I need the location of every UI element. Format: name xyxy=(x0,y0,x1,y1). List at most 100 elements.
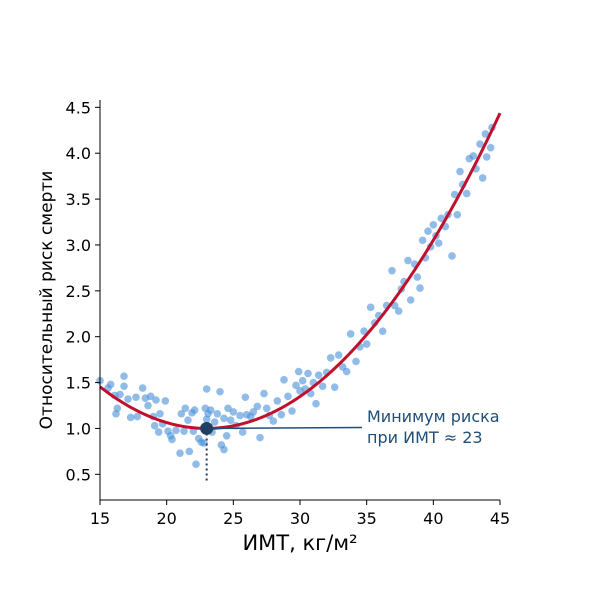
scatter-point xyxy=(346,330,355,338)
scatter-point xyxy=(106,380,115,389)
scatter-point xyxy=(294,367,303,376)
scatter-point xyxy=(352,357,360,366)
scatter-point xyxy=(200,439,208,447)
x-tick-label: 35 xyxy=(356,509,376,528)
scatter-point xyxy=(224,404,232,413)
scatter-point xyxy=(192,460,200,469)
x-tick-label: 45 xyxy=(490,509,510,528)
scatter-point xyxy=(304,369,312,378)
annotation-text: Минимум риска при ИМТ ≈ 23 xyxy=(367,407,505,447)
scatter-point xyxy=(273,397,282,405)
scatter-point xyxy=(206,406,215,414)
scatter-point xyxy=(181,404,190,413)
scatter-point xyxy=(126,413,135,422)
scatter-point xyxy=(481,130,490,138)
scatter-point xyxy=(238,428,247,436)
scatter-point xyxy=(216,387,224,396)
scatter-point xyxy=(330,383,339,391)
scatter-point xyxy=(478,174,487,182)
scatter-point xyxy=(434,239,443,247)
scatter-point xyxy=(177,409,186,418)
scatter-point xyxy=(113,404,122,413)
scatter-point xyxy=(314,371,323,380)
scatter-point xyxy=(342,367,351,376)
scatter-point xyxy=(222,431,231,440)
scatter-point xyxy=(116,390,124,399)
scatter-point xyxy=(220,414,228,423)
scatter-point xyxy=(180,427,188,435)
scatter-point xyxy=(176,449,184,458)
scatter-point xyxy=(256,433,264,442)
scatter-point xyxy=(144,401,152,410)
scatter-point xyxy=(226,416,235,424)
scatter-point xyxy=(249,408,258,416)
scatter-point xyxy=(262,404,271,413)
x-tick-label: 15 xyxy=(90,509,110,528)
scatter-point xyxy=(132,393,140,402)
scatter-point xyxy=(292,381,300,390)
scatter-point xyxy=(146,392,155,401)
scatter-point xyxy=(362,340,371,348)
scatter-point xyxy=(154,428,163,436)
scatter-point xyxy=(288,407,296,415)
scatter-point xyxy=(280,376,288,384)
annotation-arrow xyxy=(206,426,363,430)
x-tick-label: 40 xyxy=(423,509,443,528)
scatter-point xyxy=(284,392,292,401)
scatter-point xyxy=(156,409,164,418)
scatter-point xyxy=(416,284,424,292)
scatter-point xyxy=(476,140,484,148)
scatter-point xyxy=(437,214,446,223)
x-axis-label: ИМТ, кг/м² xyxy=(242,531,357,555)
scatter-point xyxy=(429,220,438,229)
scatter-point xyxy=(190,406,199,414)
scatter-point xyxy=(172,426,180,435)
scatter-point xyxy=(334,351,343,359)
scatter-point xyxy=(318,382,327,391)
x-tick-label: 25 xyxy=(223,509,243,528)
y-tick-label: 1.0 xyxy=(66,419,91,438)
scatter-point xyxy=(241,393,250,402)
scatter-point xyxy=(210,418,219,426)
scatter-point xyxy=(202,385,211,393)
scatter-point xyxy=(161,397,170,405)
scatter-point xyxy=(404,256,412,265)
scatter-point xyxy=(450,190,459,199)
y-axis-label: Относительный риск смерти xyxy=(37,171,57,430)
scatter-point xyxy=(413,273,422,281)
scatter-point xyxy=(418,236,427,245)
scatter-point xyxy=(229,408,238,416)
scatter-point xyxy=(120,382,128,391)
scatter-point xyxy=(424,227,432,235)
y-tick-label: 2.0 xyxy=(66,328,91,347)
annotation-line-1: Минимум риска xyxy=(367,407,500,426)
scatter-point xyxy=(456,167,464,176)
scatter-point xyxy=(394,307,403,315)
annotation-layer xyxy=(200,421,363,482)
scatter-point xyxy=(469,152,478,160)
scatter-point xyxy=(236,411,244,420)
scatter-point xyxy=(253,402,262,411)
scatter-point xyxy=(388,266,396,275)
y-tick-label: 0.5 xyxy=(66,465,91,484)
scatter-point xyxy=(120,372,128,380)
x-tick-label: 30 xyxy=(290,509,310,528)
annotation-line-2: при ИМТ ≈ 23 xyxy=(367,428,483,447)
y-tick-label: 1.5 xyxy=(66,374,91,393)
minimum-point-marker xyxy=(200,421,214,435)
scatter-point xyxy=(213,409,222,418)
scatter-point xyxy=(220,445,228,454)
scatter-points xyxy=(96,123,496,469)
fit-curve-layer xyxy=(99,112,502,430)
scatter-point xyxy=(124,395,132,403)
x-tick-label: 20 xyxy=(156,509,176,528)
scatter-point xyxy=(138,384,147,392)
x-ticks: 15 20 25 30 35 40 45 xyxy=(90,500,510,528)
scatter-point xyxy=(269,417,278,425)
scatter-point xyxy=(152,396,160,404)
y-ticks: 0.5 1.0 1.5 2.0 2.5 3.0 3.5 4.0 4.5 xyxy=(66,98,100,484)
scatter-point xyxy=(150,421,159,430)
scatter-point xyxy=(312,399,320,408)
scatter-point xyxy=(378,327,387,335)
